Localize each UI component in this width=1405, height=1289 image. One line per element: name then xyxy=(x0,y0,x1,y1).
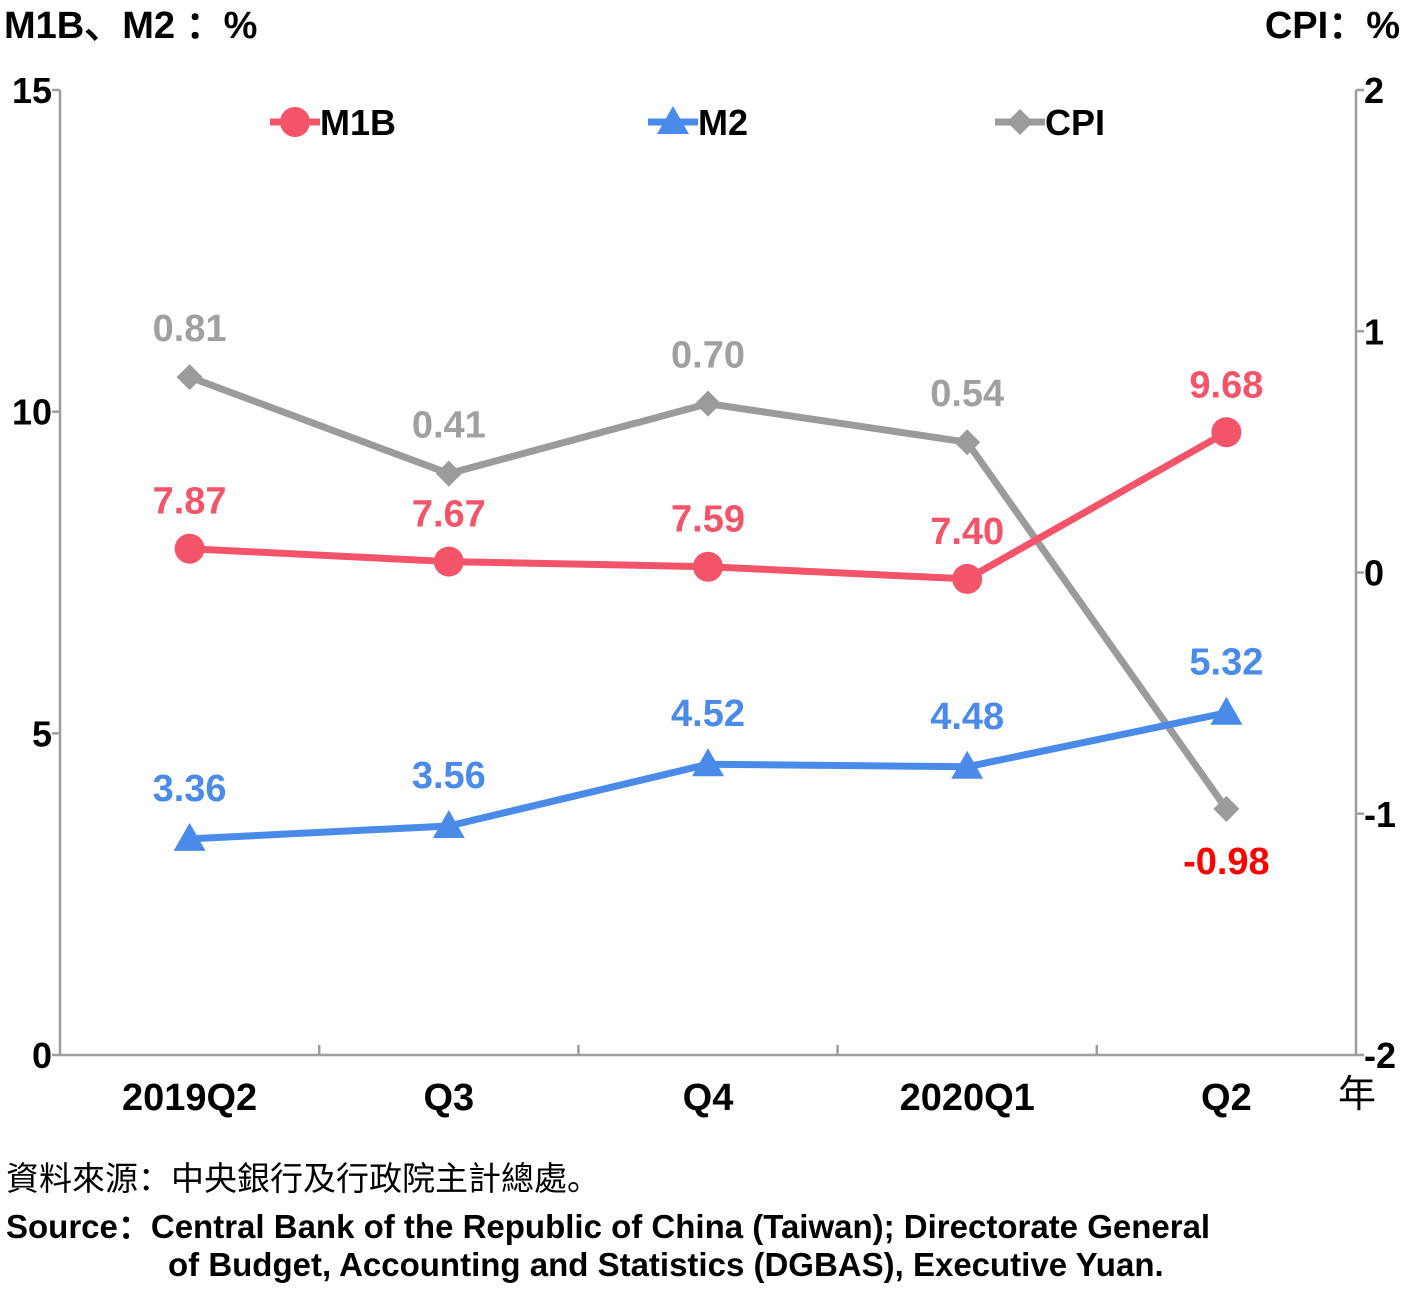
left-tick-label: 10 xyxy=(12,392,52,433)
left-axis-ticks: 0 5 10 15 xyxy=(12,70,60,1076)
right-tick-label: 2 xyxy=(1364,70,1384,111)
data-label-cpi: -0.98 xyxy=(1183,841,1270,883)
data-label-m1b: 7.87 xyxy=(153,481,227,523)
legend-label-m2: M2 xyxy=(698,102,748,143)
left-tick-label: 0 xyxy=(32,1035,52,1076)
data-label-m2: 4.52 xyxy=(671,693,745,735)
legend-marker-m1b xyxy=(280,107,310,137)
data-point-m2 xyxy=(951,750,984,779)
data-point-m2 xyxy=(692,748,724,777)
data-label-m2: 4.48 xyxy=(930,696,1004,738)
category-label: Q3 xyxy=(423,1077,474,1119)
data-label-cpi: 0.41 xyxy=(412,405,486,447)
data-label-m2: 3.36 xyxy=(153,768,227,810)
data-label-m2: 3.56 xyxy=(412,755,486,797)
source-en-line1: Source：Central Bank of the Republic of C… xyxy=(6,1208,1211,1245)
right-tick-label: -2 xyxy=(1364,1035,1396,1076)
data-point-m1b xyxy=(693,551,723,582)
category-label: Q4 xyxy=(683,1077,734,1119)
left-tick-label: 15 xyxy=(12,70,52,111)
data-point-cpi xyxy=(695,390,721,417)
data-label-m1b: 7.59 xyxy=(671,499,745,541)
series-group xyxy=(173,364,1243,851)
right-axis-ticks: -2 -1 0 1 2 xyxy=(1356,70,1396,1076)
right-tick-label: -1 xyxy=(1364,794,1396,835)
data-point-cpi xyxy=(1213,795,1240,822)
data-label-m1b: 7.67 xyxy=(412,494,486,536)
data-label-m2: 5.32 xyxy=(1189,642,1263,684)
data-label-cpi: 0.81 xyxy=(153,308,227,350)
data-point-m1b xyxy=(433,546,464,577)
category-label: 2019Q2 xyxy=(122,1077,257,1119)
left-tick-label: 5 xyxy=(32,713,52,754)
source-en-line2: of Budget, Accounting and Statistics (DG… xyxy=(168,1246,1164,1283)
data-label-cpi: 0.70 xyxy=(671,335,745,377)
data-point-m1b xyxy=(174,533,205,564)
legend-marker-cpi xyxy=(1007,109,1033,135)
data-point-cpi xyxy=(954,429,981,456)
legend-label-cpi: CPI xyxy=(1045,102,1105,143)
right-tick-label: 0 xyxy=(1364,553,1384,594)
legend-label-m1b: M1B xyxy=(320,102,396,143)
line-chart: M1B、M2 ：% CPI：% 0 5 10 15 -2 -1 0 1 2 2019Q2 Q3 Q… xyxy=(4,5,1400,1119)
right-tick-label: 1 xyxy=(1364,311,1384,352)
category-labels: 2019Q2 Q3 Q4 2020Q1 Q2 xyxy=(122,1045,1252,1119)
left-axis-title: M1B、M2 ：% xyxy=(4,5,257,47)
category-label: Q2 xyxy=(1201,1077,1252,1119)
data-point-m2 xyxy=(173,822,206,851)
data-label-m1b: 7.40 xyxy=(930,511,1004,553)
data-point-m2 xyxy=(432,809,465,838)
data-point-m1b xyxy=(1211,417,1242,448)
x-unit-label: 年 xyxy=(1338,1074,1376,1116)
category-label: 2020Q1 xyxy=(900,1077,1035,1119)
legend: M1B M2 CPI xyxy=(270,102,1105,143)
data-point-cpi xyxy=(435,460,462,487)
data-point-m1b xyxy=(952,563,983,594)
legend-marker-m2 xyxy=(657,106,689,134)
data-labels: 7.87 7.67 7.59 7.40 9.68 3.36 3.56 4.52 4.48 5.32… xyxy=(153,308,1270,883)
right-axis-title: CPI：% xyxy=(1265,5,1400,47)
data-label-cpi: 0.54 xyxy=(930,373,1004,415)
data-label-m1b: 9.68 xyxy=(1189,364,1263,406)
source-zh: 資料來源：中央銀行及行政院主計總處。 xyxy=(6,1159,600,1198)
data-point-cpi xyxy=(176,364,203,391)
data-point-m2 xyxy=(1210,696,1243,725)
